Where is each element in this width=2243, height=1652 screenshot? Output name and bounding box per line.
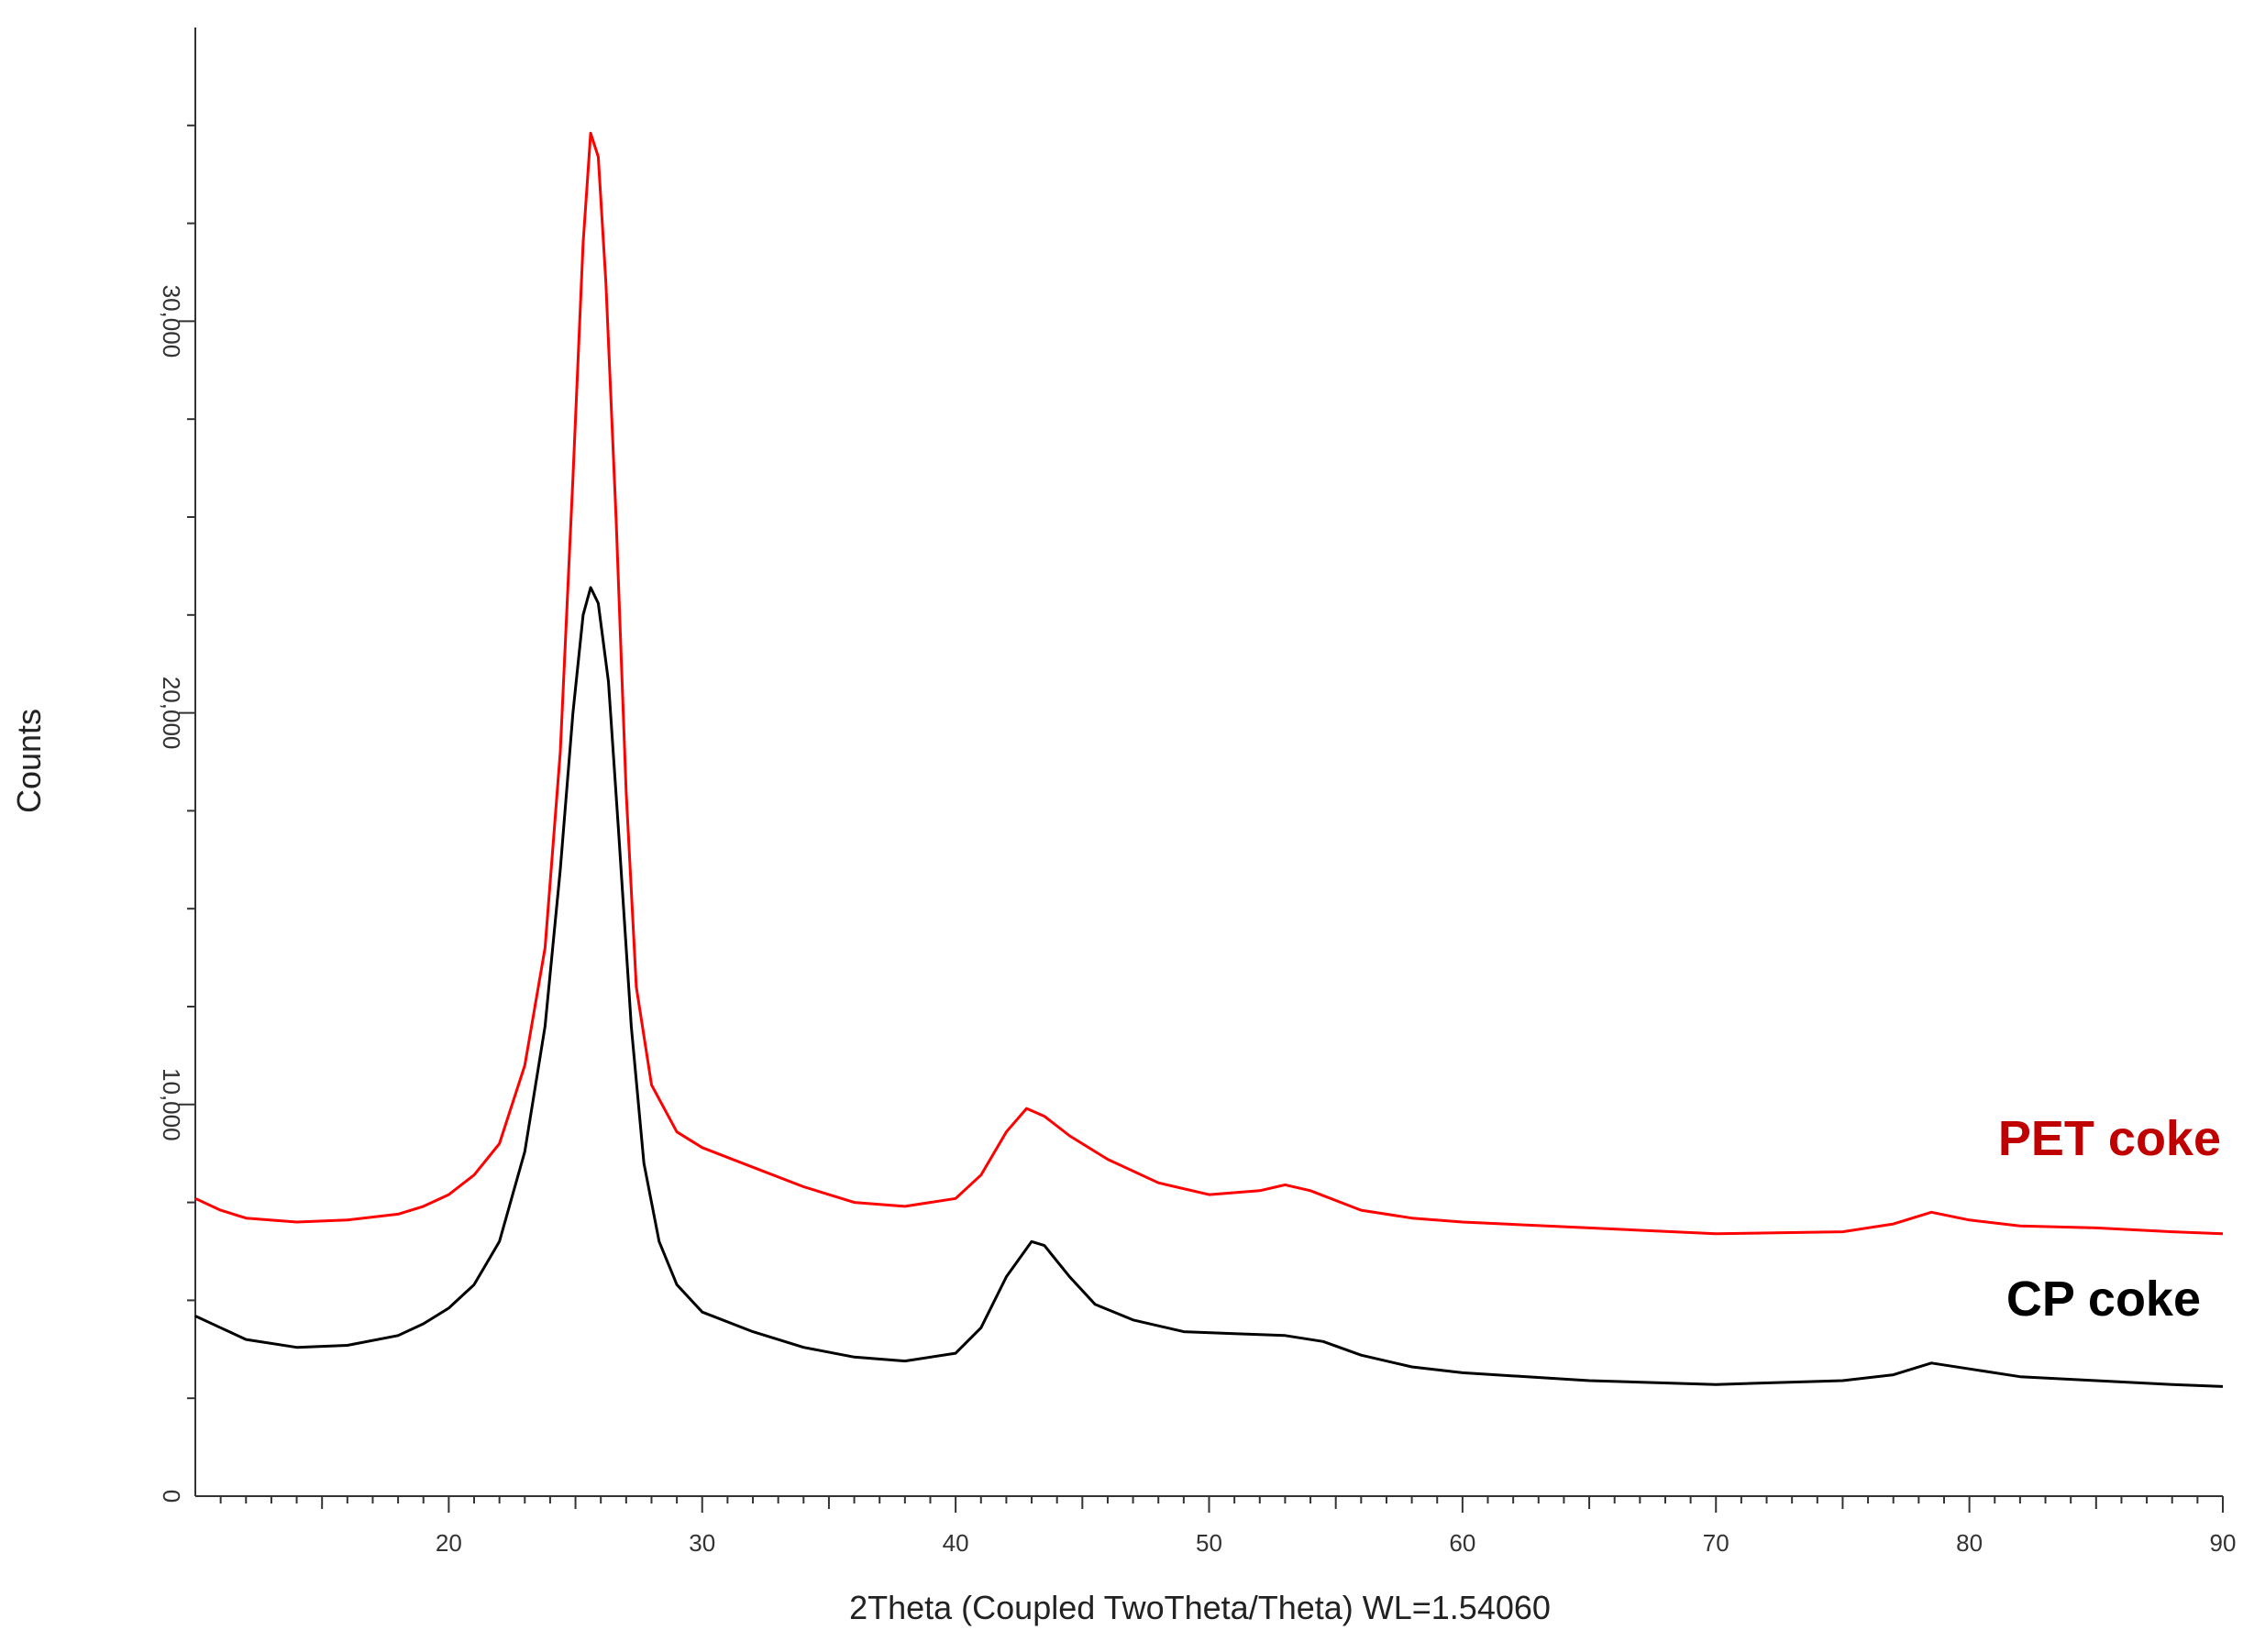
x-tick-label: 30 [689,1529,715,1557]
series-line-pet-coke [194,131,2224,1236]
y-tick-label: 10,000 [158,1068,185,1141]
x-tick-label: 70 [1703,1529,1729,1557]
x-axis-title: 2Theta (Coupled TwoTheta/Theta) WL=1.540… [849,1589,1551,1626]
series-layer [194,131,2224,1388]
y-axis-title: Counts [10,709,48,813]
series-line-cp-coke [194,586,2224,1388]
x-tick-label: 40 [943,1529,969,1557]
x-tick-label: 80 [1956,1529,1983,1557]
y-tick-label: 30,000 [158,285,185,358]
x-axis-ticks: 20 30 40 50 60 70 80 90 [219,1496,2237,1557]
y-tick-label: 0 [158,1490,185,1503]
series-label-cp-coke: CP coke [2006,1272,2201,1327]
series-label-pet-coke: PET coke [1998,1111,2221,1166]
x-tick-label: 50 [1196,1529,1222,1557]
y-tick-label: 20,000 [158,677,185,750]
x-tick-label: 90 [2210,1529,2237,1557]
x-tick-label: 20 [436,1529,462,1557]
y-axis-ticks: 0 10,000 20,000 30,000 [158,124,195,1503]
x-tick-label: 60 [1449,1529,1475,1557]
